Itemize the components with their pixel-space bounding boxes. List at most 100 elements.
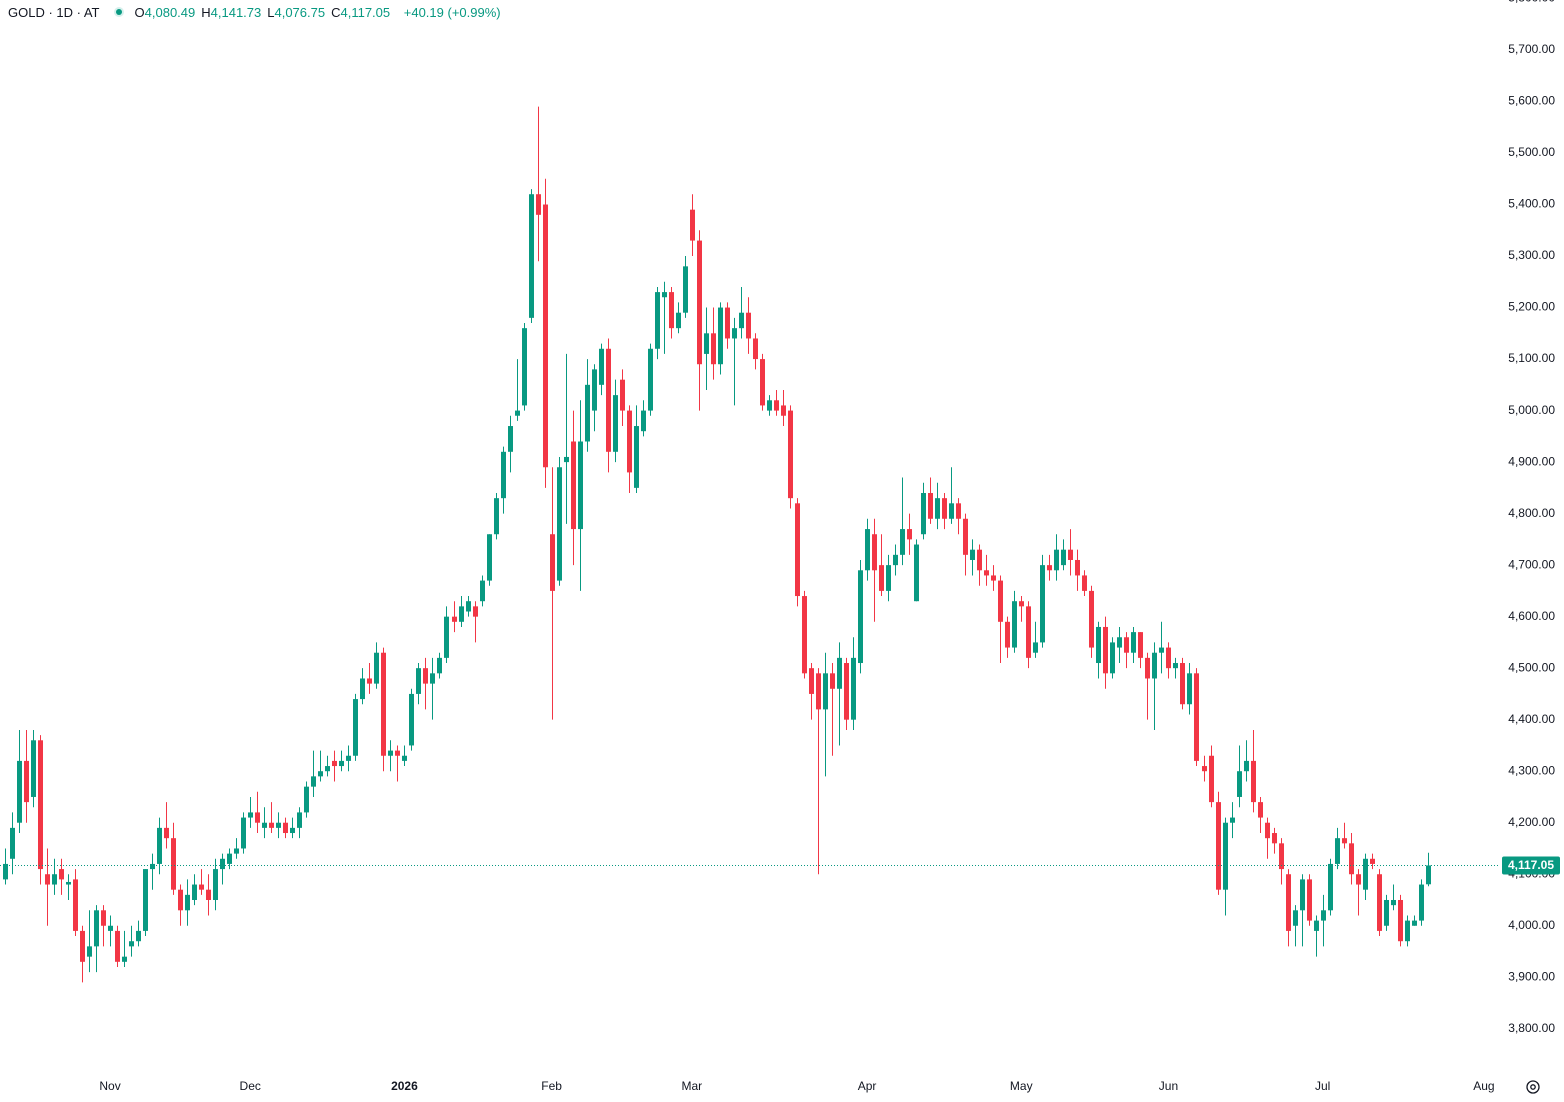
candle-body	[592, 369, 597, 411]
candle-body	[459, 606, 464, 622]
candle-body	[199, 884, 204, 890]
candle-body	[599, 348, 604, 385]
y-tick-label: 5,400.00	[1508, 197, 1555, 211]
candle-body	[893, 554, 898, 566]
candle-body	[781, 405, 786, 416]
candle-body	[550, 534, 555, 591]
status-dot	[113, 7, 124, 17]
candle-body	[627, 410, 632, 473]
candle-body	[227, 853, 232, 864]
candle-body	[283, 822, 288, 834]
candle-body	[1187, 673, 1192, 705]
candle-body	[508, 426, 513, 452]
candle-body	[1047, 565, 1052, 571]
candle-body	[557, 467, 562, 581]
candle-body	[52, 874, 57, 885]
candle-body	[262, 822, 267, 828]
x-tick-label: Aug	[1473, 1079, 1494, 1093]
candle-body	[1426, 865, 1431, 885]
candle-body	[367, 678, 372, 684]
y-tick-label: 4,600.00	[1508, 609, 1555, 623]
candle-body	[977, 549, 982, 571]
change: +40.19 (+0.99%)	[403, 5, 501, 20]
candle-body	[255, 812, 260, 823]
candle-body	[1398, 899, 1403, 942]
candle-body	[753, 338, 758, 360]
candle-body	[1293, 910, 1298, 926]
candle-body	[409, 693, 414, 746]
candle-body	[669, 292, 674, 329]
candle-body	[1159, 647, 1164, 653]
candle-body	[129, 941, 134, 947]
candle-body	[31, 740, 36, 797]
candle-body	[1145, 657, 1150, 679]
candle-body	[3, 863, 8, 880]
candle-body	[956, 503, 961, 519]
candle-body	[571, 441, 576, 530]
candle-body	[830, 673, 835, 689]
candle-body	[774, 400, 779, 411]
candle-body	[381, 652, 386, 756]
candle-body	[1005, 621, 1010, 648]
settings-gear-center[interactable]	[1530, 1084, 1536, 1090]
candle-body	[1279, 843, 1284, 870]
candle-body	[697, 240, 702, 365]
candle-body	[760, 359, 765, 406]
candle-body	[1272, 833, 1277, 844]
settings-gear[interactable]	[1526, 1080, 1540, 1094]
candle-body	[1230, 817, 1235, 823]
candle-body	[374, 652, 379, 684]
y-tick-label: 5,200.00	[1508, 300, 1555, 314]
x-tick-label: Mar	[681, 1079, 702, 1093]
candle-body	[578, 441, 583, 530]
candle-body	[739, 312, 744, 329]
candle-body	[1342, 838, 1347, 844]
y-tick-label: 5,700.00	[1508, 42, 1555, 56]
legend-header: GOLD · 1D · AT O4,080.49 H4,141.73 L4,076.…	[8, 5, 501, 20]
candle-body	[1300, 879, 1305, 911]
candle-body	[1216, 802, 1221, 890]
y-tick-label: 5,800.00	[1508, 0, 1555, 5]
candle-body	[1412, 920, 1417, 926]
candle-body	[949, 503, 954, 519]
candle-body	[1405, 920, 1410, 942]
candle-body	[276, 822, 281, 828]
candle-body	[942, 498, 947, 519]
candle-body	[711, 333, 716, 365]
candle-body	[907, 529, 912, 540]
candle-body	[1223, 822, 1228, 890]
candle-body	[1054, 549, 1059, 571]
candle-body	[676, 312, 681, 329]
candle-body	[529, 194, 534, 318]
candle-body	[501, 451, 506, 499]
candle-body	[515, 410, 520, 416]
candle-body	[1166, 647, 1171, 669]
x-tick-label: Feb	[541, 1079, 562, 1093]
candle-body	[1349, 843, 1354, 875]
last-price-label: 4,117.05	[1508, 858, 1554, 872]
candle-body	[662, 292, 667, 298]
y-tick-label: 5,000.00	[1508, 403, 1555, 417]
candle-body	[437, 657, 442, 674]
candle-body	[136, 930, 141, 942]
candle-body	[416, 668, 421, 694]
candle-body	[718, 307, 723, 365]
candle-body	[66, 881, 71, 885]
candle-body	[10, 827, 15, 859]
candle-body	[522, 328, 527, 406]
candle-body	[991, 575, 996, 581]
ohlc-readout: O4,080.49 H4,141.73 L4,076.75 C4,117.05	[135, 5, 397, 20]
candle-body	[921, 493, 926, 535]
candle-body	[108, 925, 113, 931]
candle-body	[767, 400, 772, 411]
candle-body	[311, 776, 316, 787]
settings-icon[interactable]	[1526, 1080, 1540, 1094]
x-tick-label: Jun	[1159, 1079, 1178, 1093]
candle-body	[290, 827, 295, 834]
y-tick-label: 5,300.00	[1508, 248, 1555, 262]
candle-body	[220, 858, 225, 870]
x-tick-label: 2026	[391, 1079, 418, 1093]
candle-body	[1419, 884, 1424, 921]
candle-body	[1202, 766, 1207, 772]
